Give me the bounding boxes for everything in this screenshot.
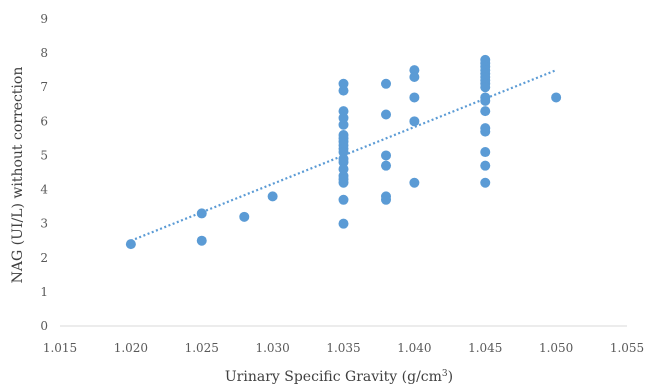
- y-tick-label: 1: [40, 285, 48, 299]
- x-tick-labels: 1.015 1.020 1.025 1.030 1.035 1.040 1.045 1.050…: [43, 341, 644, 355]
- y-tick-labels: 0 1 2 3 4 5 6 7 8 9: [40, 12, 48, 333]
- data-point: [338, 119, 349, 130]
- y-tick-label: 2: [40, 251, 48, 265]
- data-point: [409, 177, 420, 188]
- data-point: [381, 78, 392, 89]
- data-point: [338, 218, 349, 229]
- data-point: [480, 95, 491, 106]
- y-tick-label: 5: [40, 148, 48, 162]
- data-point: [381, 150, 392, 161]
- y-tick-label: 7: [40, 80, 48, 94]
- data-point: [409, 92, 420, 103]
- x-tick-label: 1.045: [468, 341, 502, 355]
- y-axis-title: NAG (UI/L) without correction: [10, 67, 26, 284]
- x-tick-label: 1.030: [255, 341, 289, 355]
- data-point: [338, 85, 349, 96]
- x-tick-label: 1.050: [539, 341, 573, 355]
- data-point: [381, 160, 392, 171]
- data-point: [480, 82, 491, 93]
- data-point: [381, 194, 392, 205]
- data-point: [196, 235, 207, 246]
- data-point: [338, 194, 349, 205]
- x-tick-label: 1.040: [397, 341, 431, 355]
- y-tick-label: 3: [40, 217, 48, 231]
- data-point: [125, 239, 136, 250]
- y-tick-label: 0: [40, 319, 48, 333]
- points-group: [125, 54, 562, 250]
- data-point: [480, 177, 491, 188]
- data-point: [381, 109, 392, 120]
- data-point: [551, 92, 562, 103]
- x-tick-label: 1.035: [326, 341, 360, 355]
- data-point: [480, 160, 491, 171]
- data-point: [480, 106, 491, 117]
- y-tick-label: 9: [40, 12, 48, 26]
- x-tick-label: 1.020: [114, 341, 148, 355]
- x-tick-label: 1.055: [610, 341, 644, 355]
- x-axis-title: Urinary Specific Gravity (g/cm3): [225, 369, 453, 385]
- data-point: [480, 126, 491, 137]
- data-point: [239, 211, 250, 222]
- data-point: [409, 116, 420, 127]
- data-point: [267, 191, 278, 202]
- data-point: [338, 177, 349, 188]
- x-tick-label: 1.025: [185, 341, 219, 355]
- data-point: [480, 147, 491, 158]
- data-point: [196, 208, 207, 219]
- y-tick-label: 6: [40, 114, 48, 128]
- data-point: [409, 71, 420, 82]
- y-tick-label: 8: [40, 46, 48, 60]
- y-tick-label: 4: [40, 183, 48, 197]
- x-tick-label: 1.015: [43, 341, 77, 355]
